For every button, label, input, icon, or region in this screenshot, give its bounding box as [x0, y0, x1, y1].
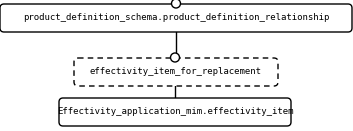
FancyBboxPatch shape [59, 98, 291, 126]
Circle shape [172, 0, 180, 8]
Text: product_definition_schema.product_definition_relationship: product_definition_schema.product_defini… [23, 13, 329, 23]
Text: Effectivity_application_mim.effectivity_item: Effectivity_application_mim.effectivity_… [57, 108, 293, 116]
Text: effectivity_item_for_replacement: effectivity_item_for_replacement [90, 67, 262, 77]
FancyBboxPatch shape [74, 58, 278, 86]
FancyBboxPatch shape [0, 4, 352, 32]
Circle shape [170, 53, 179, 62]
